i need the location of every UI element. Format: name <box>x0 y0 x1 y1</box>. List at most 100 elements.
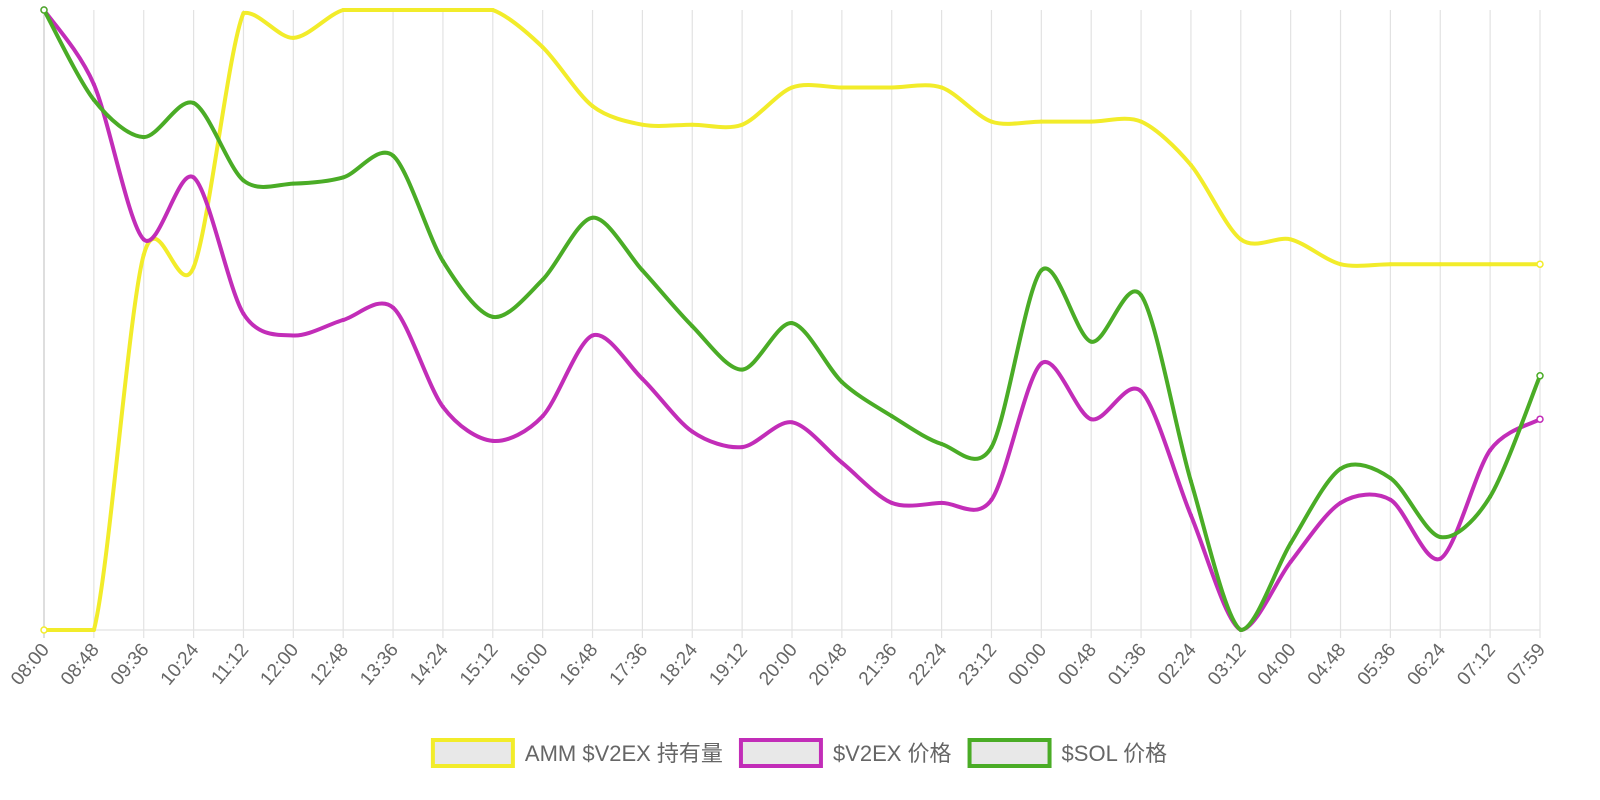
data-point[interactable] <box>91 628 96 633</box>
data-point[interactable] <box>391 305 396 310</box>
data-point[interactable] <box>1089 339 1094 344</box>
data-point[interactable] <box>1188 513 1193 518</box>
data-point[interactable] <box>540 277 545 282</box>
data-point[interactable] <box>640 268 645 273</box>
data-point[interactable] <box>1438 556 1443 561</box>
data-point[interactable] <box>839 379 844 384</box>
data-point[interactable] <box>141 135 146 140</box>
data-point[interactable] <box>939 85 944 90</box>
data-point[interactable] <box>740 445 745 450</box>
data-point[interactable] <box>889 85 894 90</box>
data-point[interactable] <box>590 104 595 109</box>
legend-item-1[interactable]: $V2EX 价格 <box>738 738 952 768</box>
data-point[interactable] <box>1488 494 1493 499</box>
data-point[interactable] <box>1488 448 1493 453</box>
data-point[interactable] <box>889 500 894 505</box>
data-point[interactable] <box>1039 268 1044 273</box>
data-point[interactable] <box>1536 372 1544 380</box>
data-point[interactable] <box>291 181 296 186</box>
data-point[interactable] <box>1536 260 1544 268</box>
data-point[interactable] <box>1388 497 1393 502</box>
x-tick-label: 06:24 <box>1403 639 1450 689</box>
data-point[interactable] <box>1188 162 1193 167</box>
data-point[interactable] <box>540 45 545 50</box>
data-point[interactable] <box>191 175 196 180</box>
legend[interactable]: AMM $V2EX 持有量 $V2EX 价格 $SOL 价格 <box>430 738 1168 768</box>
data-point[interactable] <box>1288 541 1293 546</box>
data-point[interactable] <box>341 175 346 180</box>
data-point[interactable] <box>440 259 445 264</box>
data-point[interactable] <box>241 311 246 316</box>
data-point[interactable] <box>740 122 745 127</box>
data-point[interactable] <box>1388 262 1393 267</box>
data-point[interactable] <box>141 237 146 242</box>
x-tick-label: 14:24 <box>406 639 453 689</box>
data-point[interactable] <box>889 414 894 419</box>
data-point[interactable] <box>690 429 695 434</box>
data-point[interactable] <box>241 178 246 183</box>
data-point[interactable] <box>1338 262 1343 267</box>
data-point[interactable] <box>640 122 645 127</box>
data-point[interactable] <box>540 414 545 419</box>
data-point[interactable] <box>1238 628 1243 633</box>
data-point[interactable] <box>191 265 196 270</box>
data-point[interactable] <box>1338 500 1343 505</box>
data-point[interactable] <box>1139 389 1144 394</box>
data-point[interactable] <box>291 333 296 338</box>
data-point[interactable] <box>341 317 346 322</box>
data-point[interactable] <box>590 333 595 338</box>
data-point[interactable] <box>640 376 645 381</box>
data-point[interactable] <box>40 6 48 14</box>
data-point[interactable] <box>690 122 695 127</box>
data-point[interactable] <box>1039 119 1044 124</box>
data-point[interactable] <box>989 497 994 502</box>
data-point[interactable] <box>490 438 495 443</box>
data-point[interactable] <box>1338 466 1343 471</box>
data-point[interactable] <box>1039 361 1044 366</box>
data-point[interactable] <box>440 404 445 409</box>
data-point[interactable] <box>1438 262 1443 267</box>
data-point[interactable] <box>391 153 396 158</box>
data-point[interactable] <box>1438 535 1443 540</box>
data-point[interactable] <box>1139 119 1144 124</box>
data-point[interactable] <box>939 441 944 446</box>
data-point[interactable] <box>1188 479 1193 484</box>
data-point[interactable] <box>1288 237 1293 242</box>
data-point[interactable] <box>740 367 745 372</box>
data-point[interactable] <box>790 85 795 90</box>
data-point[interactable] <box>1536 415 1544 423</box>
data-point[interactable] <box>91 82 96 87</box>
data-point[interactable] <box>839 460 844 465</box>
data-point[interactable] <box>989 445 994 450</box>
x-tick-label: 20:00 <box>755 640 802 690</box>
data-point[interactable] <box>790 321 795 326</box>
data-point[interactable] <box>790 420 795 425</box>
data-point[interactable] <box>391 7 396 12</box>
data-point[interactable] <box>1139 293 1144 298</box>
data-point[interactable] <box>341 7 346 12</box>
data-point[interactable] <box>1089 417 1094 422</box>
data-point[interactable] <box>191 101 196 106</box>
x-tick-label: 19:12 <box>705 640 752 690</box>
data-point[interactable] <box>1238 237 1243 242</box>
data-point[interactable] <box>1089 119 1094 124</box>
data-point[interactable] <box>939 500 944 505</box>
data-point[interactable] <box>141 252 146 257</box>
data-point[interactable] <box>839 85 844 90</box>
data-point[interactable] <box>490 314 495 319</box>
data-point[interactable] <box>40 626 48 634</box>
legend-item-0[interactable]: AMM $V2EX 持有量 <box>430 738 723 768</box>
data-point[interactable] <box>291 35 296 40</box>
legend-item-2[interactable]: $SOL 价格 <box>967 738 1168 768</box>
x-tick-label: 05:36 <box>1354 640 1401 690</box>
data-point[interactable] <box>91 97 96 102</box>
data-point[interactable] <box>490 7 495 12</box>
data-point[interactable] <box>1488 262 1493 267</box>
data-point[interactable] <box>690 324 695 329</box>
data-point[interactable] <box>590 215 595 220</box>
data-point[interactable] <box>989 119 994 124</box>
data-point[interactable] <box>440 7 445 12</box>
data-point[interactable] <box>1388 476 1393 481</box>
data-point[interactable] <box>241 11 246 16</box>
data-point[interactable] <box>1288 559 1293 564</box>
